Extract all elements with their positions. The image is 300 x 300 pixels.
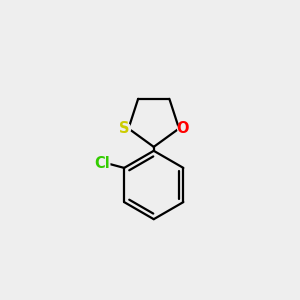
Text: S: S bbox=[119, 121, 130, 136]
Circle shape bbox=[178, 123, 188, 134]
Circle shape bbox=[118, 122, 130, 134]
Text: Cl: Cl bbox=[94, 156, 110, 171]
Circle shape bbox=[94, 156, 110, 171]
Text: O: O bbox=[176, 121, 189, 136]
